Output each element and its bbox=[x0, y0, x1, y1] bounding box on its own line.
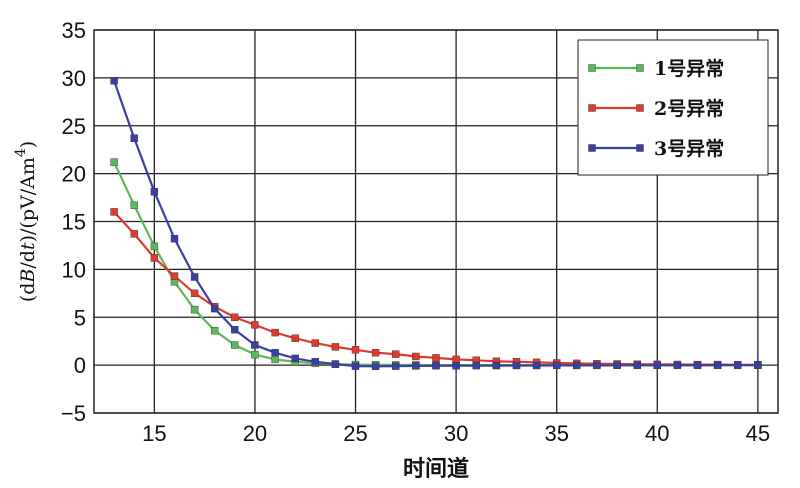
data-point-series-3 bbox=[210, 304, 219, 313]
data-point-series-2 bbox=[311, 339, 319, 347]
data-point-series-2 bbox=[130, 230, 138, 238]
data-point-series-2 bbox=[351, 346, 360, 354]
plot-frame bbox=[93, 29, 779, 414]
x-tick-label: 15 bbox=[142, 421, 166, 446]
x-tick-label: 45 bbox=[746, 421, 770, 446]
data-point-series-2 bbox=[412, 352, 420, 361]
data-point-series-3 bbox=[633, 361, 641, 369]
data-point-series-1 bbox=[210, 327, 219, 335]
data-point-series-3 bbox=[231, 326, 239, 334]
y-label-pre: (d bbox=[17, 283, 39, 303]
data-point-series-3 bbox=[573, 361, 581, 370]
y-label-b: B bbox=[17, 269, 39, 284]
data-point-series-3 bbox=[371, 362, 380, 370]
data-point-series-3 bbox=[452, 362, 460, 370]
y-tick-label: 20 bbox=[62, 162, 86, 187]
data-point-series-2 bbox=[432, 354, 440, 362]
data-point-series-3 bbox=[432, 362, 440, 370]
data-point-series-3 bbox=[412, 362, 420, 370]
data-point-series-3 bbox=[613, 361, 621, 369]
data-point-series-3 bbox=[291, 354, 299, 363]
y-tick-label: −5 bbox=[61, 401, 86, 426]
data-point-series-3 bbox=[331, 360, 340, 368]
data-point-series-1 bbox=[110, 158, 118, 166]
data-point-series-2 bbox=[190, 289, 199, 297]
data-point-series-3 bbox=[351, 362, 360, 370]
x-tick-label: 35 bbox=[544, 421, 568, 446]
data-point-series-3 bbox=[150, 188, 159, 196]
data-point-series-2 bbox=[392, 350, 400, 358]
y-label-post: )/(pV/Am bbox=[17, 157, 39, 242]
legend-marker-3 bbox=[636, 144, 644, 152]
data-point-series-3 bbox=[673, 361, 682, 369]
x-tick-label: 20 bbox=[243, 421, 267, 446]
y-label-end: ) bbox=[17, 141, 39, 148]
data-point-series-2 bbox=[271, 328, 279, 337]
x-tick-label: 40 bbox=[645, 421, 669, 446]
data-point-series-2 bbox=[150, 254, 159, 262]
y-tick-label: 25 bbox=[62, 114, 86, 139]
legend: 1号异常 2号异常 3号异常 bbox=[577, 39, 769, 176]
data-point-series-2 bbox=[170, 272, 179, 280]
y-tick-label: 0 bbox=[74, 353, 86, 378]
legend-marker-1 bbox=[636, 64, 644, 72]
y-label-mid: /d bbox=[17, 250, 39, 269]
data-point-series-3 bbox=[553, 361, 561, 370]
legend-marker-2 bbox=[588, 104, 596, 112]
data-point-series-1 bbox=[130, 201, 138, 209]
data-point-series-2 bbox=[110, 208, 118, 216]
data-point-series-1 bbox=[271, 355, 279, 364]
data-point-series-2 bbox=[231, 313, 239, 321]
legend-marker-1 bbox=[588, 64, 596, 72]
data-point-series-2 bbox=[331, 343, 340, 351]
data-point-series-3 bbox=[754, 361, 762, 369]
series-layer bbox=[110, 76, 762, 370]
data-point-series-3 bbox=[311, 358, 319, 366]
y-axis-label: (dB/dt)/(pV/Am4) bbox=[13, 141, 39, 302]
data-point-series-1 bbox=[231, 341, 239, 349]
data-point-series-2 bbox=[251, 321, 259, 329]
y-tick-label: 10 bbox=[62, 257, 86, 282]
data-point-series-3 bbox=[734, 361, 742, 369]
y-label-t: t bbox=[17, 242, 39, 250]
data-point-series-2 bbox=[291, 334, 299, 342]
data-point-series-3 bbox=[190, 273, 199, 281]
data-point-series-3 bbox=[693, 361, 702, 369]
y-tick-label: 5 bbox=[74, 305, 86, 330]
y-label-sup: 4 bbox=[13, 148, 29, 157]
data-point-series-3 bbox=[110, 76, 118, 85]
data-point-series-1 bbox=[251, 350, 259, 359]
data-point-series-3 bbox=[251, 341, 259, 349]
x-tick-label: 25 bbox=[343, 421, 367, 446]
y-tick-label: 35 bbox=[62, 18, 86, 43]
data-point-series-3 bbox=[170, 234, 179, 243]
data-point-series-2 bbox=[452, 355, 460, 364]
data-point-series-3 bbox=[271, 349, 279, 357]
data-point-series-1 bbox=[190, 305, 199, 314]
legend-label-2: 2号异常 bbox=[654, 97, 724, 120]
data-point-series-3 bbox=[653, 361, 661, 369]
data-point-series-3 bbox=[713, 361, 722, 369]
data-point-series-3 bbox=[492, 361, 501, 370]
data-point-series-2 bbox=[371, 349, 380, 357]
data-point-series-3 bbox=[130, 134, 138, 142]
legend-label-3: 3号异常 bbox=[654, 137, 724, 160]
data-point-series-1 bbox=[150, 242, 159, 251]
y-tick-label: 30 bbox=[62, 66, 86, 91]
series-line-2 bbox=[113, 211, 758, 366]
data-point-series-3 bbox=[593, 361, 601, 370]
legend-label-1: 1号异常 bbox=[654, 57, 724, 80]
x-axis-label: 时间道 bbox=[403, 456, 469, 482]
data-point-series-3 bbox=[472, 361, 480, 370]
series-line-1 bbox=[113, 161, 758, 367]
data-point-series-3 bbox=[532, 361, 541, 370]
x-tick-label: 30 bbox=[444, 421, 468, 446]
tick-labels: 15 20 25 30 35 40 45 −5 0 5 10 15 20 25 30 35 bbox=[61, 18, 770, 446]
legend-marker-2 bbox=[636, 104, 644, 112]
data-point-series-3 bbox=[392, 362, 400, 370]
legend-marker-3 bbox=[588, 144, 596, 152]
data-point-series-3 bbox=[512, 361, 521, 370]
y-tick-label: 15 bbox=[62, 210, 86, 235]
